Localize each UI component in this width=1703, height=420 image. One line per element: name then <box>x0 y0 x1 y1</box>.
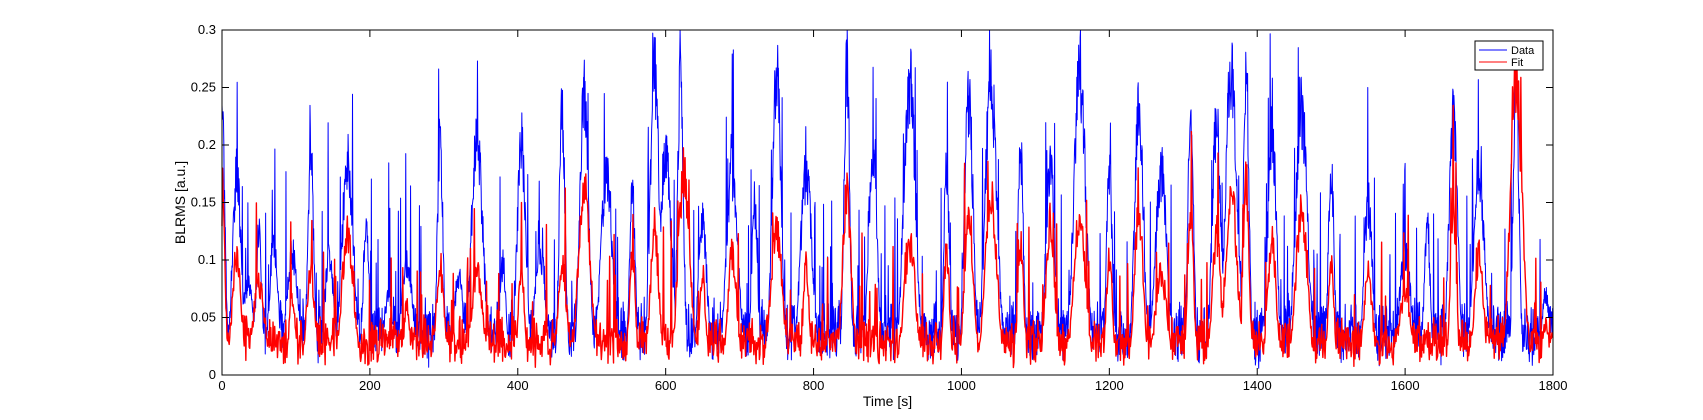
y-tick-label: 0.15 <box>191 195 216 210</box>
legend-label-fit: Fit <box>1511 57 1523 69</box>
x-tick-label: 1800 <box>1539 378 1568 393</box>
y-tick-label: 0.3 <box>198 22 216 37</box>
ticks: 0 200 400 600 800 1000 1200 1400 1600 1800 0 0.05 0.… <box>191 22 1568 393</box>
x-tick-label: 200 <box>359 378 381 393</box>
series-line-data <box>221 29 1554 369</box>
y-tick-label: 0.2 <box>198 137 216 152</box>
legend-box <box>1474 40 1544 71</box>
x-tick-label: 1600 <box>1391 378 1420 393</box>
x-tick-label: 1400 <box>1243 378 1272 393</box>
legend: Data Fit <box>1474 40 1544 71</box>
y-tick-label: 0 <box>209 367 216 382</box>
x-tick-label: 0 <box>218 378 225 393</box>
y-tick-label: 0.05 <box>191 310 216 325</box>
legend-label-data: Data <box>1511 45 1535 57</box>
y-tick-label: 0.25 <box>191 80 216 95</box>
x-axis-label: Time [s] <box>863 393 912 409</box>
x-tick-label: 400 <box>507 378 529 393</box>
y-tick-label: 0.1 <box>198 252 216 267</box>
series-line-fit <box>221 51 1554 369</box>
x-tick-label: 800 <box>803 378 825 393</box>
x-tick-label: 600 <box>655 378 677 393</box>
y-axis-label: BLRMS [a.u.] <box>172 161 188 244</box>
x-tick-label: 1000 <box>947 378 976 393</box>
x-tick-label: 1200 <box>1095 378 1124 393</box>
series-layer <box>221 29 1554 369</box>
